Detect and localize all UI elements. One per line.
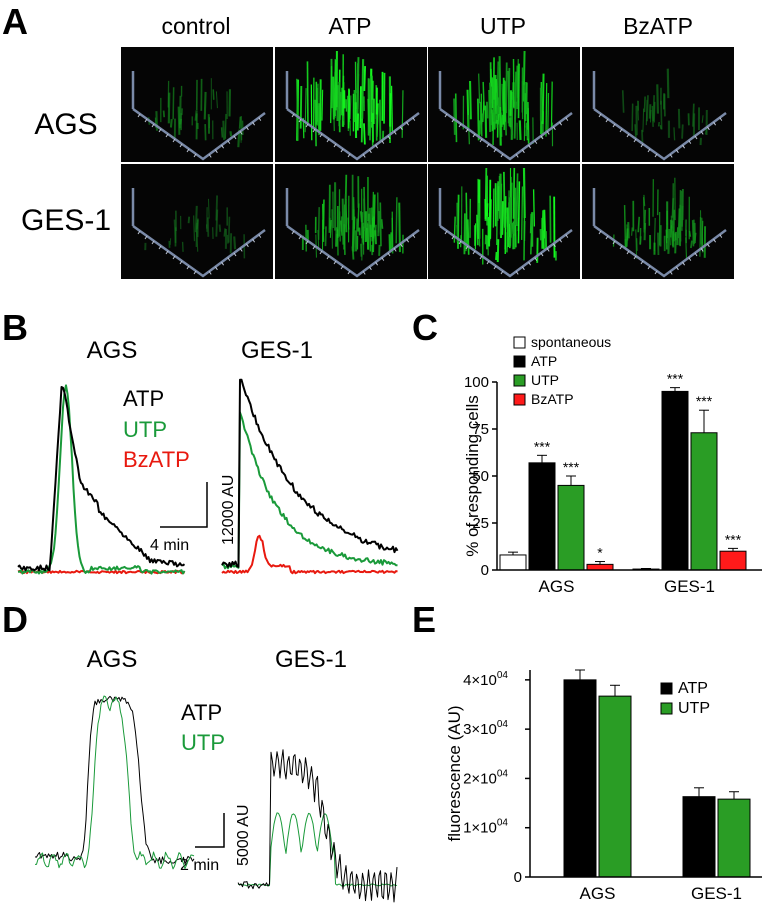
panel-b-legend-atp: ATP	[123, 386, 164, 411]
panel-d-scale-amplitude: 5000 AU	[235, 805, 252, 866]
legend-swatch-spontaneous	[513, 336, 526, 349]
bar-bzatp-ags	[586, 563, 614, 571]
surface-plot-ges-1-utp	[428, 164, 580, 279]
significance-label: ***	[696, 393, 713, 409]
x-category-label: AGS	[580, 884, 616, 903]
y-tick-label: 0	[514, 869, 522, 886]
surface-plot-ags-atp	[275, 47, 427, 162]
surface-plot-ges-1-atp	[275, 164, 427, 279]
bar-atp-ags	[528, 462, 556, 571]
trace-d-ges-atp	[237, 749, 398, 903]
bar-utp-ags	[557, 484, 585, 571]
y-axis-label: fluorescence (AU)	[445, 705, 464, 841]
bar-atp-ags	[563, 679, 597, 878]
bar-bzatp-ges-1	[719, 550, 747, 571]
legend-swatch-utp	[660, 702, 673, 715]
bar-utp-ags	[598, 695, 632, 878]
legend-label-atp: ATP	[531, 353, 557, 369]
panel-b-cell-ags: AGS	[87, 337, 138, 364]
significance-label: *	[597, 545, 603, 561]
legend-label-spontaneous: spontaneous	[531, 334, 611, 350]
bar-utp-ges-1	[690, 432, 718, 571]
legend-label-atp: ATP	[678, 680, 708, 697]
panel-b-legend-bzatp: BzATP	[123, 447, 190, 472]
bar-atp-ges-1	[682, 796, 716, 878]
trace-ges-bzatp	[221, 534, 398, 575]
y-axis-label: % of responding cells	[463, 395, 482, 557]
trace-ges-atp	[221, 378, 399, 568]
legend-label-utp: UTP	[531, 372, 559, 388]
panel-b-legend-utp: UTP	[123, 417, 167, 442]
panel-e: 0 1×1004 2×1004 3×1004 4×1004 fluorescence (A…	[445, 669, 762, 903]
y-tick-label: 100	[464, 374, 489, 391]
surface-plot-ges-1-bzatp	[582, 164, 734, 279]
panel-a-col-atp: ATP	[328, 13, 371, 39]
trace-ges-utp	[221, 411, 398, 570]
panel-a-row-ges1: GES-1	[21, 204, 111, 237]
significance-label: ***	[563, 459, 580, 475]
panel-letter-c: C	[412, 307, 438, 348]
y-tick-label: 75	[472, 421, 489, 438]
panel-a-col-control: control	[161, 13, 230, 39]
trace-ags-utp	[17, 384, 186, 575]
surface-plot-ags-control	[121, 47, 273, 162]
significance-label: ***	[667, 371, 684, 387]
panel-b-scale-time: 4 min	[150, 537, 189, 554]
significance-label: ***	[725, 531, 742, 547]
trace-d-ges-utp	[237, 812, 398, 887]
legend-swatch-bzatp	[513, 393, 526, 406]
panel-letter-a: A	[2, 1, 28, 42]
panel-b-scale-bar	[160, 482, 208, 528]
panel-letter-e: E	[412, 599, 436, 640]
panel-d-cell-ags: AGS	[87, 646, 138, 673]
y-tick-label: 3×1004	[463, 719, 508, 738]
bar-utp-ges-1	[717, 798, 751, 878]
y-tick-label: 25	[472, 515, 489, 532]
panel-a-col-bzatp: BzATP	[623, 13, 693, 39]
panel-b: AGS GES-1 ATP UTP BzATP 4 min 12000 AU	[17, 337, 399, 575]
legend-swatch-atp	[660, 682, 673, 695]
panel-b-scale-amplitude: 12000 AU	[220, 475, 237, 545]
legend-label-bzatp: BzATP	[531, 391, 574, 407]
panel-d: AGS GES-1 ATP UTP 2 min 5000 AU	[34, 646, 398, 903]
x-category-label: GES-1	[691, 884, 742, 903]
trace-d-ags-atp	[34, 695, 195, 865]
surface-plot-ges-1-control	[121, 164, 273, 279]
trace-d-ags-utp	[35, 695, 195, 870]
panel-b-cell-ges1: GES-1	[241, 337, 313, 364]
panel-a: control ATP UTP BzATP AGS GES-1	[21, 13, 734, 279]
y-tick-label: 4×1004	[463, 670, 508, 689]
x-category-label: GES-1	[664, 577, 715, 596]
legend-label-utp: UTP	[678, 700, 710, 717]
panel-a-row-ags: AGS	[34, 108, 97, 141]
surface-plot-ags-utp	[428, 47, 580, 162]
x-category-label: AGS	[539, 577, 575, 596]
legend-swatch-atp	[513, 355, 526, 368]
panel-d-legend-atp: ATP	[181, 700, 222, 725]
y-tick-label: 0	[481, 562, 489, 579]
panel-d-cell-ges1: GES-1	[275, 646, 347, 673]
panel-d-scale-time: 2 min	[180, 857, 219, 874]
panel-a-col-utp: UTP	[480, 13, 526, 39]
bar-atp-ges-1	[661, 390, 689, 571]
legend-swatch-utp	[513, 374, 526, 387]
panel-letter-b: B	[2, 307, 28, 348]
y-tick-label: 1×1004	[463, 818, 508, 837]
panel-letter-d: D	[2, 599, 28, 640]
significance-label: ***	[534, 438, 551, 454]
y-tick-label: 2×1004	[463, 768, 508, 787]
bar-spontaneous-ags	[499, 554, 527, 571]
trace-ags-atp	[17, 386, 186, 572]
y-tick-label: 50	[472, 468, 489, 485]
panel-d-legend-utp: UTP	[181, 730, 225, 755]
surface-plot-ags-bzatp	[582, 47, 734, 162]
panel-d-scale-bar	[195, 813, 225, 848]
